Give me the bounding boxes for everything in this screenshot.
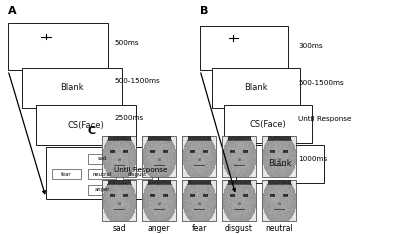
Bar [22, 68, 122, 108]
Text: fear: fear [191, 224, 207, 233]
Bar [236, 145, 324, 183]
Text: Blank: Blank [60, 83, 84, 92]
Bar [212, 68, 300, 108]
Bar [262, 180, 296, 221]
Text: anger: anger [148, 224, 170, 233]
Bar [222, 180, 256, 221]
Text: 500-1500ms: 500-1500ms [114, 78, 160, 84]
Bar [200, 26, 288, 70]
Text: A: A [8, 6, 17, 16]
Bar [36, 105, 136, 145]
Text: C: C [88, 126, 96, 136]
Bar [124, 169, 152, 179]
Bar [88, 169, 116, 179]
Text: sad: sad [112, 224, 126, 233]
Bar [88, 154, 116, 164]
Bar [224, 105, 312, 143]
Text: 2500ms: 2500ms [114, 115, 143, 121]
Bar [142, 136, 176, 177]
Text: CS(Face): CS(Face) [250, 120, 286, 128]
Text: B: B [200, 6, 208, 16]
Bar [222, 136, 256, 177]
Text: 500ms: 500ms [114, 40, 139, 46]
Bar [102, 180, 136, 221]
Text: CS(Face): CS(Face) [68, 121, 104, 130]
Text: Until Response: Until Response [298, 116, 352, 122]
Text: disgust: disgust [225, 224, 253, 233]
Bar [262, 136, 296, 177]
Text: anger: anger [94, 187, 110, 192]
Bar [102, 136, 136, 177]
Bar [8, 23, 108, 70]
Text: Until Response: Until Response [114, 167, 168, 173]
Bar [46, 147, 158, 199]
Bar [52, 169, 80, 179]
Text: Blank: Blank [268, 159, 292, 168]
Text: sad: sad [97, 156, 107, 161]
Text: neutral: neutral [92, 172, 112, 177]
Bar [182, 180, 216, 221]
Text: 500-1500ms: 500-1500ms [298, 80, 344, 86]
Text: neutral: neutral [265, 224, 293, 233]
Text: disgust: disgust [128, 172, 148, 177]
Bar [182, 136, 216, 177]
Text: 300ms: 300ms [298, 43, 323, 49]
Text: Blank: Blank [244, 83, 268, 92]
Bar [142, 180, 176, 221]
Text: fear: fear [61, 172, 72, 177]
Bar [88, 185, 116, 194]
Text: 1000ms: 1000ms [298, 156, 327, 162]
